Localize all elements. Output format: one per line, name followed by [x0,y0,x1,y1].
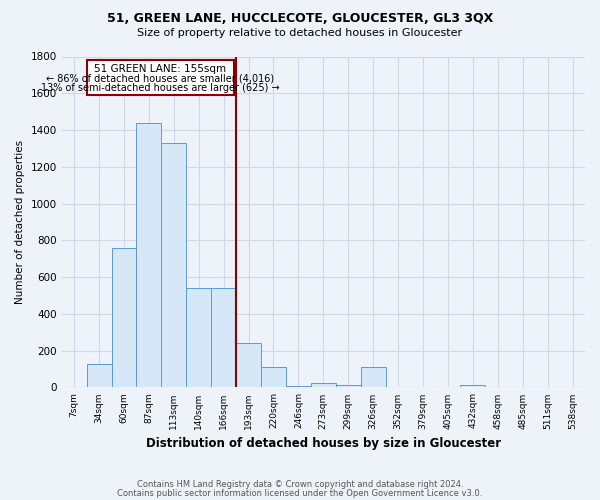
Bar [236,344,261,388]
Bar [86,364,112,388]
Bar [286,386,311,388]
Bar [62,386,86,388]
Text: Contains HM Land Registry data © Crown copyright and database right 2024.: Contains HM Land Registry data © Crown c… [137,480,463,489]
Bar [336,384,361,388]
Bar [386,386,410,388]
Text: 51, GREEN LANE, HUCCLECOTE, GLOUCESTER, GL3 3QX: 51, GREEN LANE, HUCCLECOTE, GLOUCESTER, … [107,12,493,26]
FancyBboxPatch shape [87,60,233,95]
Bar [211,288,236,388]
Bar [485,386,510,388]
Bar [136,122,161,388]
Bar [460,384,485,388]
Bar [361,367,386,388]
Text: Contains public sector information licensed under the Open Government Licence v3: Contains public sector information licen… [118,488,482,498]
Bar [186,288,211,388]
Bar [112,248,136,388]
Text: 13% of semi-detached houses are larger (625) →: 13% of semi-detached houses are larger (… [41,83,280,93]
Text: Size of property relative to detached houses in Gloucester: Size of property relative to detached ho… [137,28,463,38]
Text: ← 86% of detached houses are smaller (4,016): ← 86% of detached houses are smaller (4,… [46,74,274,84]
Bar [161,143,186,388]
Bar [410,386,436,388]
Bar [261,367,286,388]
Text: 51 GREEN LANE: 155sqm: 51 GREEN LANE: 155sqm [94,64,226,74]
Bar [311,383,336,388]
X-axis label: Distribution of detached houses by size in Gloucester: Distribution of detached houses by size … [146,437,501,450]
Y-axis label: Number of detached properties: Number of detached properties [15,140,25,304]
